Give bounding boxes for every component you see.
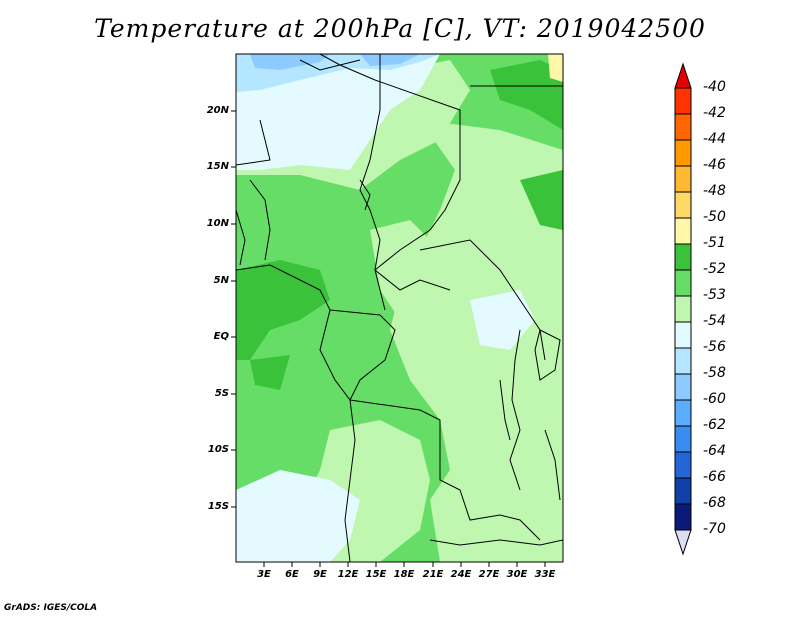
x-tick-label: 15E <box>365 569 387 580</box>
colorbar-swatch <box>674 295 692 323</box>
y-tick-label: EQ <box>213 331 229 342</box>
x-tick-label: 3E <box>257 569 271 580</box>
colorbar-label: -62 <box>703 417 726 433</box>
x-tick-label: 9E <box>313 569 327 580</box>
field-minus52-coast <box>236 260 330 360</box>
colorbar-swatch <box>674 425 692 453</box>
y-tick-label: 15N <box>206 161 229 172</box>
colorbar-label: -54 <box>703 313 726 329</box>
colorbar-label: -56 <box>703 339 726 355</box>
colorbar-label: -64 <box>703 443 726 459</box>
colorbar-swatch <box>674 165 692 193</box>
x-tick-label: 30E <box>506 569 528 580</box>
x-tick-label: 12E <box>337 569 359 580</box>
colorbar-label: -58 <box>703 365 726 381</box>
colorbar-arrow-top <box>674 62 692 89</box>
colorbar-label: -44 <box>703 131 726 147</box>
field-minus56-southwest <box>236 470 360 562</box>
field-minus54-east <box>390 120 563 562</box>
colorbar-label: -53 <box>703 287 726 303</box>
colorbar-swatch <box>674 373 692 401</box>
colorbar-label: -51 <box>703 235 726 251</box>
credit-text: GrADS: IGES/COLA <box>4 603 98 613</box>
colorbar-swatch <box>674 269 692 297</box>
field-minus54-central <box>370 220 440 320</box>
field-minus52-patch <box>250 355 290 390</box>
colorbar-swatch <box>674 399 692 427</box>
y-tick-label: 10S <box>207 444 229 455</box>
colorbar-swatch <box>674 347 692 375</box>
colorbar-arrow-bottom <box>674 529 692 556</box>
y-tick-label: 5S <box>214 388 229 399</box>
colorbar-swatch <box>674 477 692 505</box>
colorbar-swatch <box>674 321 692 349</box>
x-tick-label: 21E <box>422 569 444 580</box>
colorbar-label: -70 <box>703 521 726 537</box>
colorbar-swatch <box>674 451 692 479</box>
x-tick-label: 33E <box>534 569 556 580</box>
colorbar-label: -52 <box>703 261 726 277</box>
colorbar-label: -40 <box>703 79 726 95</box>
chart-title: Temperature at 200hPa [C], VT: 201904250… <box>94 14 706 43</box>
colorbar-label: -60 <box>703 391 726 407</box>
colorbar-label: -66 <box>703 469 726 485</box>
colorbar-swatch <box>674 113 692 141</box>
y-tick-label: 15S <box>207 501 229 512</box>
colorbar-swatch <box>674 243 692 271</box>
colorbar-swatch <box>674 217 692 245</box>
field-minus50-corner <box>548 54 563 82</box>
field-minus52-northeast <box>490 60 563 130</box>
colorbar-swatch <box>674 503 692 531</box>
colorbar-swatch <box>674 191 692 219</box>
x-tick-label: 6E <box>285 569 299 580</box>
x-tick-label: 18E <box>393 569 415 580</box>
map-frame <box>235 53 564 563</box>
x-tick-label: 27E <box>478 569 500 580</box>
field-minus52-east <box>520 170 563 230</box>
y-tick-label: 20N <box>206 105 229 116</box>
colorbar-label: -42 <box>703 105 726 121</box>
y-tick-label: 10N <box>206 218 229 229</box>
x-tick-label: 24E <box>450 569 472 580</box>
y-tick-label: 5N <box>213 275 229 286</box>
field-minus60-north <box>250 54 330 70</box>
colorbar-swatch <box>674 87 692 115</box>
colorbar <box>674 62 692 556</box>
colorbar-label: -50 <box>703 209 726 225</box>
colorbar-swatch <box>674 139 692 167</box>
colorbar-label: -68 <box>703 495 726 511</box>
colorbar-label: -46 <box>703 157 726 173</box>
field-minus60-north2 <box>360 54 420 66</box>
colorbar-label: -48 <box>703 183 726 199</box>
